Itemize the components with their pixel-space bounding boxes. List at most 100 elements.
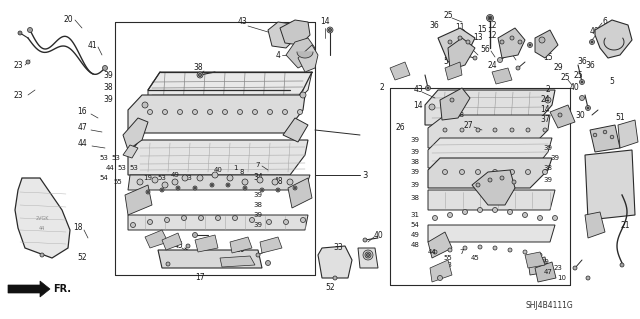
Circle shape [244,187,246,189]
Circle shape [545,97,551,103]
Circle shape [207,109,212,115]
Text: 38: 38 [253,202,262,208]
Circle shape [177,187,179,189]
Circle shape [147,219,152,225]
Circle shape [272,179,278,185]
Circle shape [137,179,143,185]
Circle shape [147,109,152,115]
Circle shape [522,212,527,218]
Circle shape [587,107,589,109]
Text: 39: 39 [410,182,419,188]
Circle shape [476,128,480,132]
Text: 29: 29 [553,63,563,72]
Text: 39: 39 [543,145,552,151]
Circle shape [509,169,515,174]
Circle shape [163,109,168,115]
Circle shape [246,260,250,264]
Text: 3: 3 [362,170,368,180]
Text: 12: 12 [487,31,497,40]
Text: 36: 36 [429,20,439,29]
Text: 23: 23 [554,265,563,271]
Circle shape [328,28,332,32]
Text: 4: 4 [276,50,280,60]
Circle shape [287,179,293,185]
Circle shape [256,253,260,257]
Circle shape [586,276,590,280]
Text: 23: 23 [13,91,23,100]
Text: 39: 39 [410,137,419,143]
Circle shape [172,179,178,185]
Circle shape [429,104,435,110]
Circle shape [523,250,527,254]
Text: 36: 36 [577,57,587,66]
Polygon shape [550,105,575,128]
Circle shape [18,31,22,35]
Circle shape [460,128,464,132]
Polygon shape [15,178,70,258]
Circle shape [508,248,512,252]
Circle shape [333,276,337,280]
Circle shape [177,109,182,115]
Text: 15: 15 [543,54,553,63]
Text: 21: 21 [620,220,630,229]
Text: 38: 38 [410,159,419,165]
Text: 14: 14 [320,18,330,26]
Text: 52: 52 [325,284,335,293]
Circle shape [510,128,514,132]
Text: 40: 40 [570,84,580,93]
Circle shape [476,183,480,187]
Text: 59: 59 [541,259,549,265]
Circle shape [160,188,164,192]
Circle shape [282,109,287,115]
Circle shape [497,57,502,63]
Text: 13: 13 [473,33,483,42]
Circle shape [458,36,462,40]
Text: 38: 38 [193,63,203,72]
Polygon shape [123,118,148,150]
Circle shape [552,216,557,220]
Text: 7: 7 [256,162,260,168]
Polygon shape [585,150,635,220]
Polygon shape [390,62,410,80]
Text: 45: 45 [173,241,183,249]
Circle shape [466,40,470,44]
Polygon shape [280,20,310,45]
Circle shape [525,169,531,174]
Circle shape [579,79,584,85]
Text: 39: 39 [103,70,113,79]
Circle shape [199,247,201,249]
Polygon shape [428,225,555,242]
Circle shape [210,183,214,187]
Text: 53: 53 [129,165,138,171]
Text: 39: 39 [253,212,262,218]
Text: 10: 10 [557,275,566,281]
Circle shape [529,44,531,46]
Circle shape [500,40,504,44]
Text: 53: 53 [157,175,166,181]
Text: 48: 48 [273,177,283,187]
Circle shape [367,254,369,256]
Circle shape [261,189,263,191]
Polygon shape [297,52,313,58]
Text: 41: 41 [87,41,97,49]
Polygon shape [535,30,558,58]
Text: 37: 37 [463,46,473,55]
Circle shape [250,218,255,222]
Circle shape [277,189,279,191]
Circle shape [510,36,514,40]
Text: 46: 46 [557,114,567,122]
Circle shape [243,186,247,190]
Circle shape [40,253,44,257]
Text: 30: 30 [575,110,585,120]
Circle shape [512,180,516,184]
Circle shape [28,27,33,33]
Polygon shape [595,20,632,58]
Polygon shape [525,252,545,268]
Circle shape [488,16,492,20]
Text: 34: 34 [253,174,263,182]
Circle shape [211,184,213,186]
Circle shape [427,87,429,89]
Text: 39: 39 [410,149,419,155]
Circle shape [142,102,148,108]
Polygon shape [283,118,308,142]
